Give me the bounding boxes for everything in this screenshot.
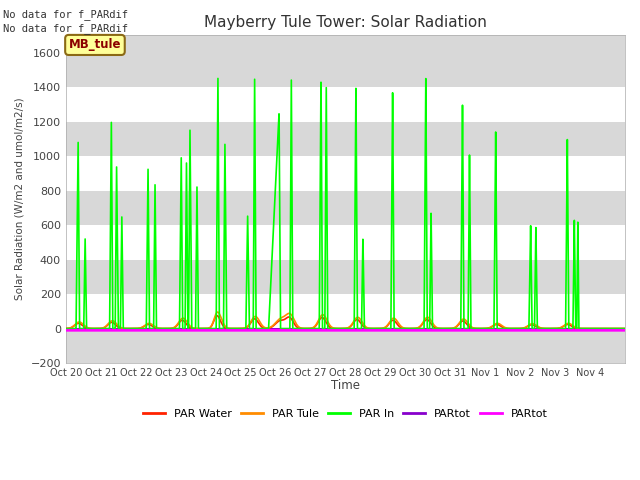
PARtot [393, 326, 401, 332]
Line: PAR Tule: PAR Tule [66, 312, 625, 328]
PAR Water [417, 323, 425, 328]
PAR Tule [264, 325, 272, 331]
PAR Water [213, 313, 221, 319]
PAR In [506, 325, 514, 331]
PAR Tule [417, 322, 425, 328]
PAR Water [393, 321, 401, 326]
PAR Tule [62, 325, 70, 331]
PARtot [417, 326, 425, 332]
PAR In [214, 75, 222, 81]
PAR In [62, 325, 70, 331]
PARtot [417, 327, 425, 333]
PARtot [393, 327, 401, 333]
PAR Water [477, 325, 484, 331]
PARtot [62, 327, 70, 333]
PARtot [506, 327, 514, 333]
Y-axis label: Solar Radiation (W/m2 and umol/m2/s): Solar Radiation (W/m2 and umol/m2/s) [15, 98, 25, 300]
PAR Tule [90, 325, 98, 331]
PAR Water [90, 325, 98, 331]
Bar [66, 156, 625, 191]
Line: PAR In: PAR In [66, 78, 625, 328]
PAR In [621, 325, 629, 331]
PAR In [264, 325, 272, 331]
Text: MB_tule: MB_tule [68, 38, 121, 51]
PAR Tule [621, 325, 629, 331]
PARtot [264, 326, 272, 332]
X-axis label: Time: Time [331, 379, 360, 392]
PARtot [62, 326, 70, 332]
PAR In [393, 325, 401, 331]
PAR Water [264, 325, 272, 331]
PAR Tule [214, 309, 221, 315]
PARtot [506, 326, 514, 332]
PAR Tule [393, 318, 401, 324]
PAR In [90, 325, 98, 331]
PAR Water [62, 325, 70, 331]
Bar [66, 225, 625, 260]
Title: Mayberry Tule Tower: Solar Radiation: Mayberry Tule Tower: Solar Radiation [204, 15, 487, 30]
PARtot [477, 326, 484, 332]
PAR Water [506, 325, 514, 331]
PARtot [621, 327, 629, 333]
PARtot [90, 326, 98, 332]
Line: PAR Water: PAR Water [66, 316, 625, 328]
PAR Water [621, 325, 629, 331]
PAR Tule [477, 325, 484, 331]
Legend: PAR Water, PAR Tule, PAR In, PARtot, PARtot: PAR Water, PAR Tule, PAR In, PARtot, PAR… [138, 404, 552, 423]
PARtot [264, 327, 272, 333]
Text: No data for f_PARdif: No data for f_PARdif [3, 23, 128, 34]
PAR In [477, 325, 484, 331]
Bar [66, 294, 625, 328]
PAR Tule [506, 325, 514, 331]
PAR In [417, 325, 425, 331]
PARtot [621, 326, 629, 332]
Text: No data for f_PARdif: No data for f_PARdif [3, 9, 128, 20]
Bar [66, 87, 625, 121]
PARtot [90, 327, 98, 333]
PARtot [477, 327, 484, 333]
